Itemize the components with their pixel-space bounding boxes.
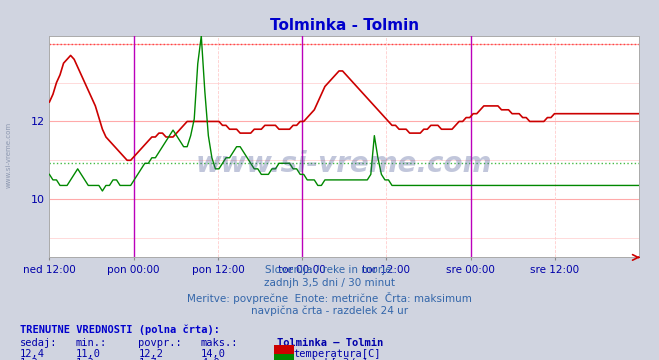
- Text: maks.:: maks.:: [201, 338, 239, 348]
- Text: 1,3: 1,3: [76, 358, 94, 360]
- Text: 14,0: 14,0: [201, 349, 226, 359]
- Text: TRENUTNE VREDNOSTI (polna črta):: TRENUTNE VREDNOSTI (polna črta):: [20, 325, 219, 335]
- Text: Meritve: povprečne  Enote: metrične  Črta: maksimum: Meritve: povprečne Enote: metrične Črta:…: [187, 292, 472, 304]
- Text: pretok[m3/s]: pretok[m3/s]: [293, 358, 368, 360]
- Text: www.si-vreme.com: www.si-vreme.com: [196, 150, 492, 179]
- Text: 4,0: 4,0: [201, 358, 219, 360]
- Text: 1,7: 1,7: [138, 358, 157, 360]
- Text: povpr.:: povpr.:: [138, 338, 182, 348]
- Text: 12,4: 12,4: [20, 349, 45, 359]
- Text: Tolminka – Tolmin: Tolminka – Tolmin: [277, 338, 383, 348]
- Text: 12,2: 12,2: [138, 349, 163, 359]
- Text: 11,0: 11,0: [76, 349, 101, 359]
- Text: www.si-vreme.com: www.si-vreme.com: [5, 122, 12, 188]
- Text: zadnjh 3,5 dni / 30 minut: zadnjh 3,5 dni / 30 minut: [264, 278, 395, 288]
- Text: navpična črta - razdelek 24 ur: navpična črta - razdelek 24 ur: [251, 306, 408, 316]
- Text: Slovenija / reke in morje.: Slovenija / reke in morje.: [264, 265, 395, 275]
- Text: 1,3: 1,3: [20, 358, 38, 360]
- Text: sedaj:: sedaj:: [20, 338, 57, 348]
- Title: Tolminka - Tolmin: Tolminka - Tolmin: [270, 18, 419, 33]
- Text: temperatura[C]: temperatura[C]: [293, 349, 381, 359]
- Text: min.:: min.:: [76, 338, 107, 348]
